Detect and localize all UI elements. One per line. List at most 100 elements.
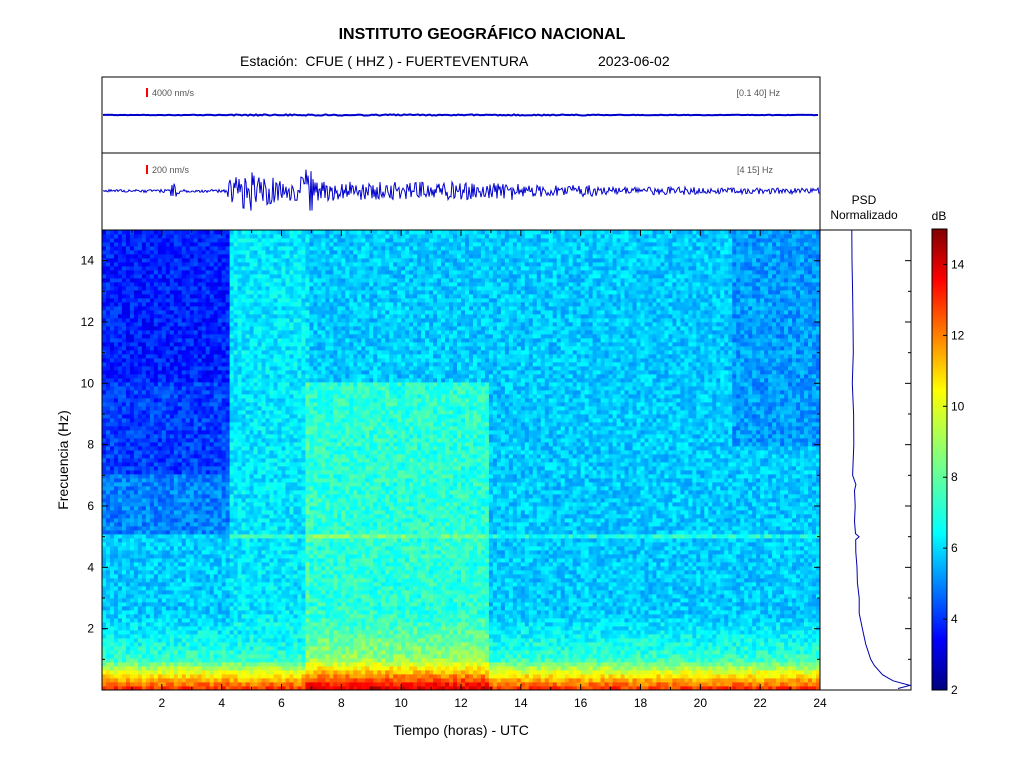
heatmap-cell: [126, 458, 130, 462]
heatmap-cell: [266, 418, 270, 422]
heatmap-cell: [234, 370, 238, 374]
heatmap-cell: [238, 242, 242, 246]
heatmap-cell: [138, 334, 142, 338]
heatmap-cell: [162, 342, 166, 346]
heatmap-cell: [226, 482, 230, 486]
heatmap-cell: [210, 554, 214, 558]
heatmap-cell: [206, 406, 210, 410]
heatmap-cell: [206, 674, 210, 678]
heatmap-cell: [270, 658, 274, 662]
heatmap-cell: [254, 474, 258, 478]
heatmap-cell: [206, 250, 210, 254]
heatmap-cell: [118, 286, 122, 290]
heatmap-cell: [194, 286, 198, 290]
heatmap-cell: [238, 342, 242, 346]
heatmap-cell: [262, 294, 266, 298]
heatmap-cell: [194, 378, 198, 382]
heatmap-cell: [138, 562, 142, 566]
heatmap-cell: [266, 242, 270, 246]
heatmap-cell: [238, 258, 242, 262]
heatmap-cell: [126, 654, 130, 658]
heatmap-cell: [122, 390, 126, 394]
heatmap-cell: [270, 430, 274, 434]
heatmap-cell: [202, 450, 206, 454]
heatmap-cell: [258, 354, 262, 358]
heatmap-cell: [110, 322, 114, 326]
heatmap-cell: [226, 346, 230, 350]
heatmap-cell: [182, 322, 186, 326]
heatmap-cell: [122, 610, 126, 614]
heatmap-cell: [166, 474, 170, 478]
heatmap-cell: [166, 534, 170, 538]
heatmap-cell: [158, 638, 162, 642]
heatmap-cell: [106, 566, 110, 570]
heatmap-cell: [106, 246, 110, 250]
heatmap-cell: [146, 634, 150, 638]
heatmap-cell: [150, 514, 154, 518]
heatmap-cell: [266, 370, 270, 374]
heatmap-cell: [274, 542, 278, 546]
heatmap-cell: [130, 414, 134, 418]
heatmap-cell: [150, 302, 154, 306]
heatmap-cell: [150, 642, 154, 646]
heatmap-cell: [222, 550, 226, 554]
heatmap-cell: [238, 414, 242, 418]
heatmap-cell: [110, 406, 114, 410]
heatmap-cell: [262, 290, 266, 294]
heatmap-cell: [258, 510, 262, 514]
heatmap-cell: [270, 558, 274, 562]
heatmap-cell: [246, 322, 250, 326]
heatmap-cell: [186, 530, 190, 534]
heatmap-cell: [242, 306, 246, 310]
heatmap-cell: [118, 486, 122, 490]
heatmap-cell: [210, 274, 214, 278]
heatmap-cell: [158, 334, 162, 338]
heatmap-cell: [202, 542, 206, 546]
heatmap-cell: [206, 510, 210, 514]
heatmap-cell: [170, 338, 174, 342]
heatmap-cell: [230, 434, 234, 438]
heatmap-cell: [174, 290, 178, 294]
heatmap-cell: [138, 350, 142, 354]
heatmap-cell: [174, 678, 178, 682]
heatmap-cell: [230, 426, 234, 430]
heatmap-cell: [234, 594, 238, 598]
heatmap-cell: [190, 546, 194, 550]
heatmap-cell: [234, 482, 238, 486]
heatmap-cell: [106, 558, 110, 562]
heatmap-cell: [230, 418, 234, 422]
heatmap-cell: [242, 578, 246, 582]
heatmap-cell: [142, 238, 146, 242]
heatmap-cell: [242, 634, 246, 638]
heatmap-cell: [182, 642, 186, 646]
heatmap-cell: [186, 670, 190, 674]
heatmap-cell: [174, 274, 178, 278]
heatmap-cell: [270, 366, 274, 370]
heatmap-cell: [258, 378, 262, 382]
heatmap-cell: [210, 358, 214, 362]
heatmap-cell: [194, 426, 198, 430]
heatmap-cell: [162, 530, 166, 534]
heatmap-cell: [274, 590, 278, 594]
heatmap-cell: [150, 282, 154, 286]
heatmap-cell: [218, 426, 222, 430]
heatmap-cell: [234, 354, 238, 358]
heatmap-cell: [158, 250, 162, 254]
heatmap-cell: [214, 490, 218, 494]
heatmap-cell: [198, 430, 202, 434]
heatmap-cell: [258, 538, 262, 542]
heatmap-cell: [126, 406, 130, 410]
heatmap-cell: [198, 530, 202, 534]
heatmap-cell: [254, 438, 258, 442]
heatmap-cell: [182, 614, 186, 618]
heatmap-cell: [166, 662, 170, 666]
heatmap-cell: [134, 282, 138, 286]
heatmap-cell: [106, 466, 110, 470]
heatmap-cell: [158, 586, 162, 590]
heatmap-cell: [146, 522, 150, 526]
heatmap-cell: [166, 278, 170, 282]
heatmap-cell: [134, 442, 138, 446]
heatmap-cell: [126, 478, 130, 482]
heatmap-cell: [166, 682, 170, 686]
heatmap-cell: [126, 438, 130, 442]
